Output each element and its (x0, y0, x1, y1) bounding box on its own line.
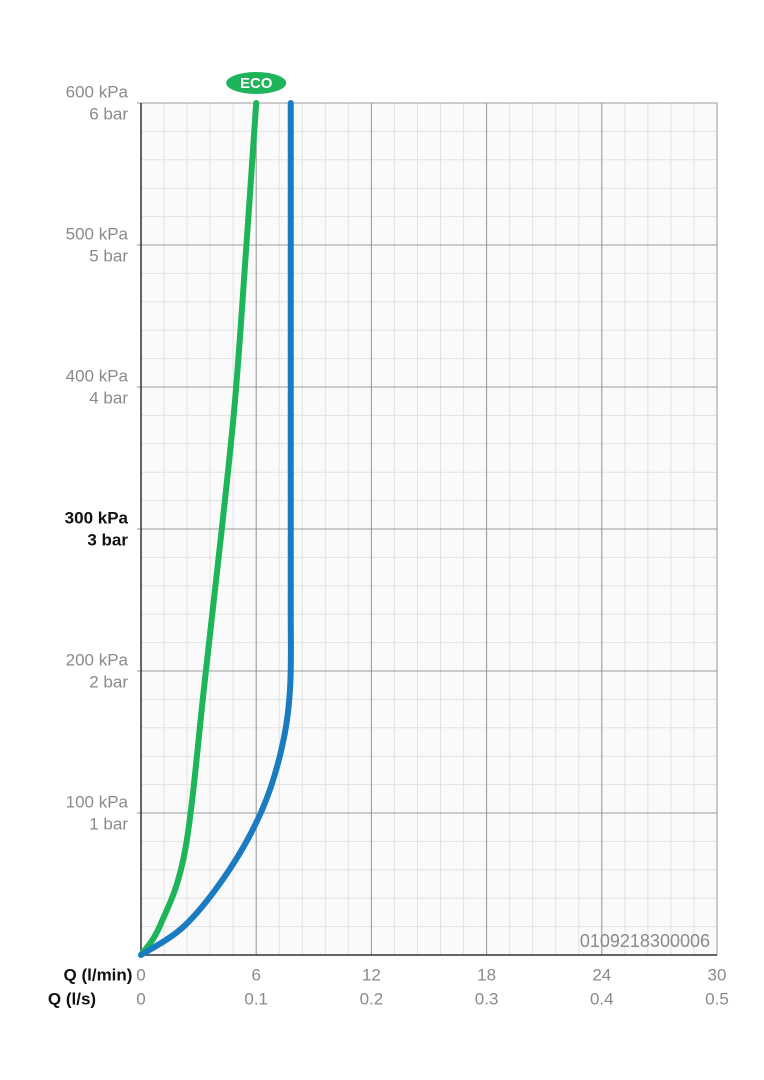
x2-tick-label: 0.3 (475, 989, 499, 1008)
x2-tick-label: 0.1 (244, 989, 268, 1008)
x-tick-label: 24 (592, 965, 611, 984)
grid (140, 102, 718, 956)
y2-tick-label: 4 bar (89, 388, 128, 407)
y-tick-label: 500 kPa (66, 224, 129, 243)
x2-tick-label: 0 (136, 989, 145, 1008)
x-tick-label: 6 (251, 965, 260, 984)
y-tick-label: 100 kPa (66, 792, 129, 811)
series-line (138, 100, 294, 958)
x2-tick-label: 0.2 (360, 989, 384, 1008)
series-badge (226, 72, 287, 94)
y-tick-label: 600 kPa (66, 82, 129, 101)
y2-tick-label: 6 bar (89, 104, 128, 123)
y2-tick-label: 2 bar (89, 672, 128, 691)
y-tick-label: 400 kPa (66, 366, 129, 385)
x2-tick-label: 0.4 (590, 989, 614, 1008)
y2-tick-label: 3 bar (87, 530, 128, 549)
x2-axis-label: Q (l/s) (48, 989, 96, 1008)
y-tick-label: 300 kPa (65, 508, 129, 527)
x-tick-label: 30 (708, 965, 727, 984)
x-axis-label: Q (l/min) (64, 965, 133, 984)
x-tick-label: 0 (136, 965, 145, 984)
series-line (138, 100, 260, 958)
y2-tick-label: 1 bar (89, 814, 128, 833)
x-tick-label: 18 (477, 965, 496, 984)
x2-tick-label: 0.5 (705, 989, 729, 1008)
code: 0109218300006 (580, 931, 710, 951)
y-tick-label: 200 kPa (66, 650, 129, 669)
series-name: ECO (240, 75, 273, 92)
y2-tick-label: 5 bar (89, 246, 128, 265)
x-tick-label: 12 (362, 965, 381, 984)
